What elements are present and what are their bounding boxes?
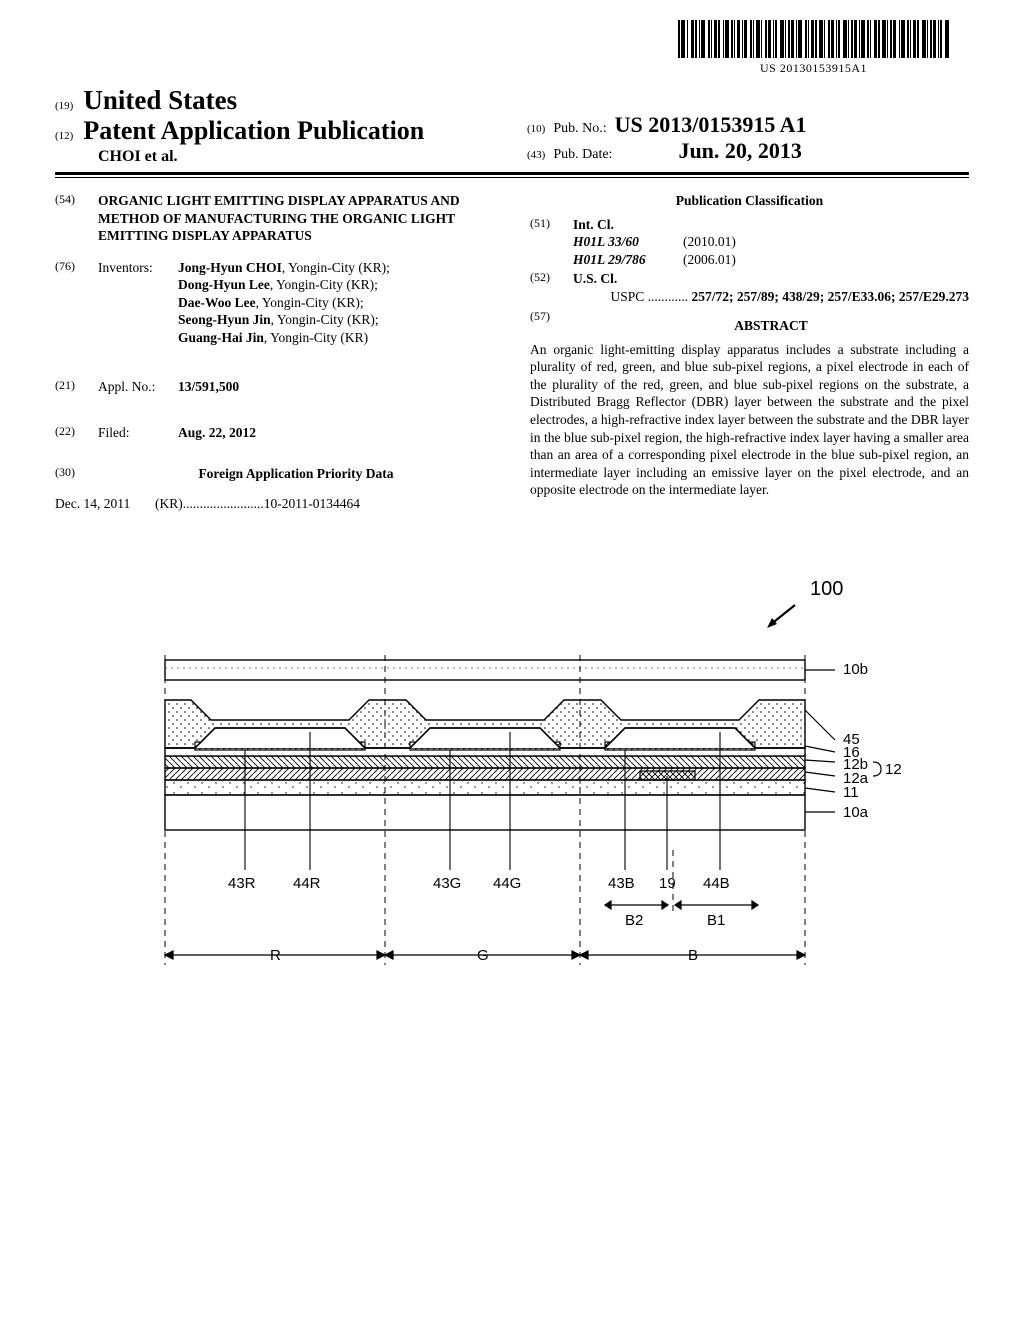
authors: CHOI et al. <box>55 148 497 166</box>
intcl-label: Int. Cl. <box>573 216 969 234</box>
code-12: (12) <box>55 130 73 142</box>
priority-head: Foreign Application Priority Data <box>98 465 494 483</box>
pubno: US 2013/0153915 A1 <box>615 112 807 138</box>
code-19: (19) <box>55 100 73 112</box>
priority-dots: ........................ <box>183 495 264 513</box>
priority-date: Dec. 14, 2011 <box>55 495 155 513</box>
inventor-0: Jong-Hyun CHOI, Yongin-City (KR); <box>178 260 390 275</box>
figure: 100 <box>115 570 910 1010</box>
fig-label-44R: 44R <box>293 875 321 892</box>
fig-label-44B: 44B <box>703 875 730 892</box>
fig-ref-100: 100 <box>810 578 843 600</box>
intcl-0-date: (2010.01) <box>683 233 736 251</box>
fig-label-B1: B1 <box>707 912 725 929</box>
country: United States <box>83 85 237 116</box>
code-52: (52) <box>530 270 573 305</box>
fig-label-G: G <box>477 947 489 964</box>
uscl-label: U.S. Cl. <box>573 270 969 288</box>
code-51: (51) <box>530 216 573 269</box>
divider-thin <box>55 177 969 178</box>
inventors-label: Inventors: <box>98 259 178 347</box>
barcode-block: US 20130153915A1 <box>678 20 949 76</box>
code-21: (21) <box>55 378 98 396</box>
fig-label-43G: 43G <box>433 875 461 892</box>
inventor-2: Dae-Woo Lee, Yongin-City (KR); <box>178 294 494 312</box>
pubno-label: Pub. No.: <box>553 121 606 137</box>
code-76: (76) <box>55 259 98 347</box>
pubdate-label: Pub. Date: <box>553 147 612 163</box>
pubdate: Jun. 20, 2013 <box>678 138 801 164</box>
fig-label-11: 11 <box>843 784 859 801</box>
inventor-4: Guang-Hai Jin, Yongin-City (KR) <box>178 329 494 347</box>
inventor-1: Dong-Hyun Lee, Yongin-City (KR); <box>178 276 494 294</box>
applno-label: Appl. No.: <box>98 378 178 396</box>
header: (19) United States (12) Patent Applicati… <box>55 85 969 166</box>
uspc-dots: ............ <box>648 289 692 304</box>
filed-date: Aug. 22, 2012 <box>178 424 494 442</box>
fig-label-19: 19 <box>659 875 676 892</box>
priority-data: Dec. 14, 2011 (KR) .....................… <box>55 495 494 513</box>
code-43: (43) <box>527 149 545 161</box>
code-30: (30) <box>55 465 98 491</box>
code-54: (54) <box>55 192 98 245</box>
fig-label-10a: 10a <box>843 804 869 821</box>
code-57: (57) <box>530 309 573 339</box>
body-columns: (54) ORGANIC LIGHT EMITTING DISPLAY APPA… <box>55 192 969 513</box>
left-column: (54) ORGANIC LIGHT EMITTING DISPLAY APPA… <box>55 192 494 513</box>
fig-label-12: 12 <box>885 761 902 778</box>
code-22: (22) <box>55 424 98 442</box>
code-10: (10) <box>527 123 545 135</box>
right-column: Publication Classification (51) Int. Cl.… <box>530 192 969 513</box>
fig-label-B: B <box>688 947 698 964</box>
divider-thick <box>55 172 969 175</box>
inventors-list: Jong-Hyun CHOI, Yongin-City (KR); Dong-H… <box>178 259 494 347</box>
publication-title: Patent Application Publication <box>83 116 424 146</box>
fig-label-44G: 44G <box>493 875 521 892</box>
inventor-3: Seong-Hyun Jin, Yongin-City (KR); <box>178 311 494 329</box>
abstract-head: ABSTRACT <box>573 317 969 335</box>
fig-label-10b: 10b <box>843 661 868 678</box>
fig-label-43B: 43B <box>608 875 635 892</box>
abstract-body: An organic light-emitting display appara… <box>530 341 969 499</box>
classification-head: Publication Classification <box>530 192 969 210</box>
filed-label: Filed: <box>98 424 178 442</box>
intcl-1-code: H01L 29/786 <box>573 251 683 269</box>
intcl-1-date: (2006.01) <box>683 251 736 269</box>
uspc: 257/72; 257/89; 438/29; 257/E33.06; 257/… <box>692 289 970 304</box>
fig-label-B2: B2 <box>625 912 643 929</box>
uspc-label: USPC <box>610 289 644 304</box>
priority-num: 10-2011-0134464 <box>264 495 360 513</box>
barcode <box>678 20 949 58</box>
fig-label-43R: 43R <box>228 875 256 892</box>
applno: 13/591,500 <box>178 378 494 396</box>
patent-title: ORGANIC LIGHT EMITTING DISPLAY APPARATUS… <box>98 192 494 245</box>
barcode-text: US 20130153915A1 <box>678 61 949 76</box>
priority-country: (KR) <box>155 495 183 513</box>
fig-label-R: R <box>270 947 281 964</box>
intcl-0-code: H01L 33/60 <box>573 233 683 251</box>
